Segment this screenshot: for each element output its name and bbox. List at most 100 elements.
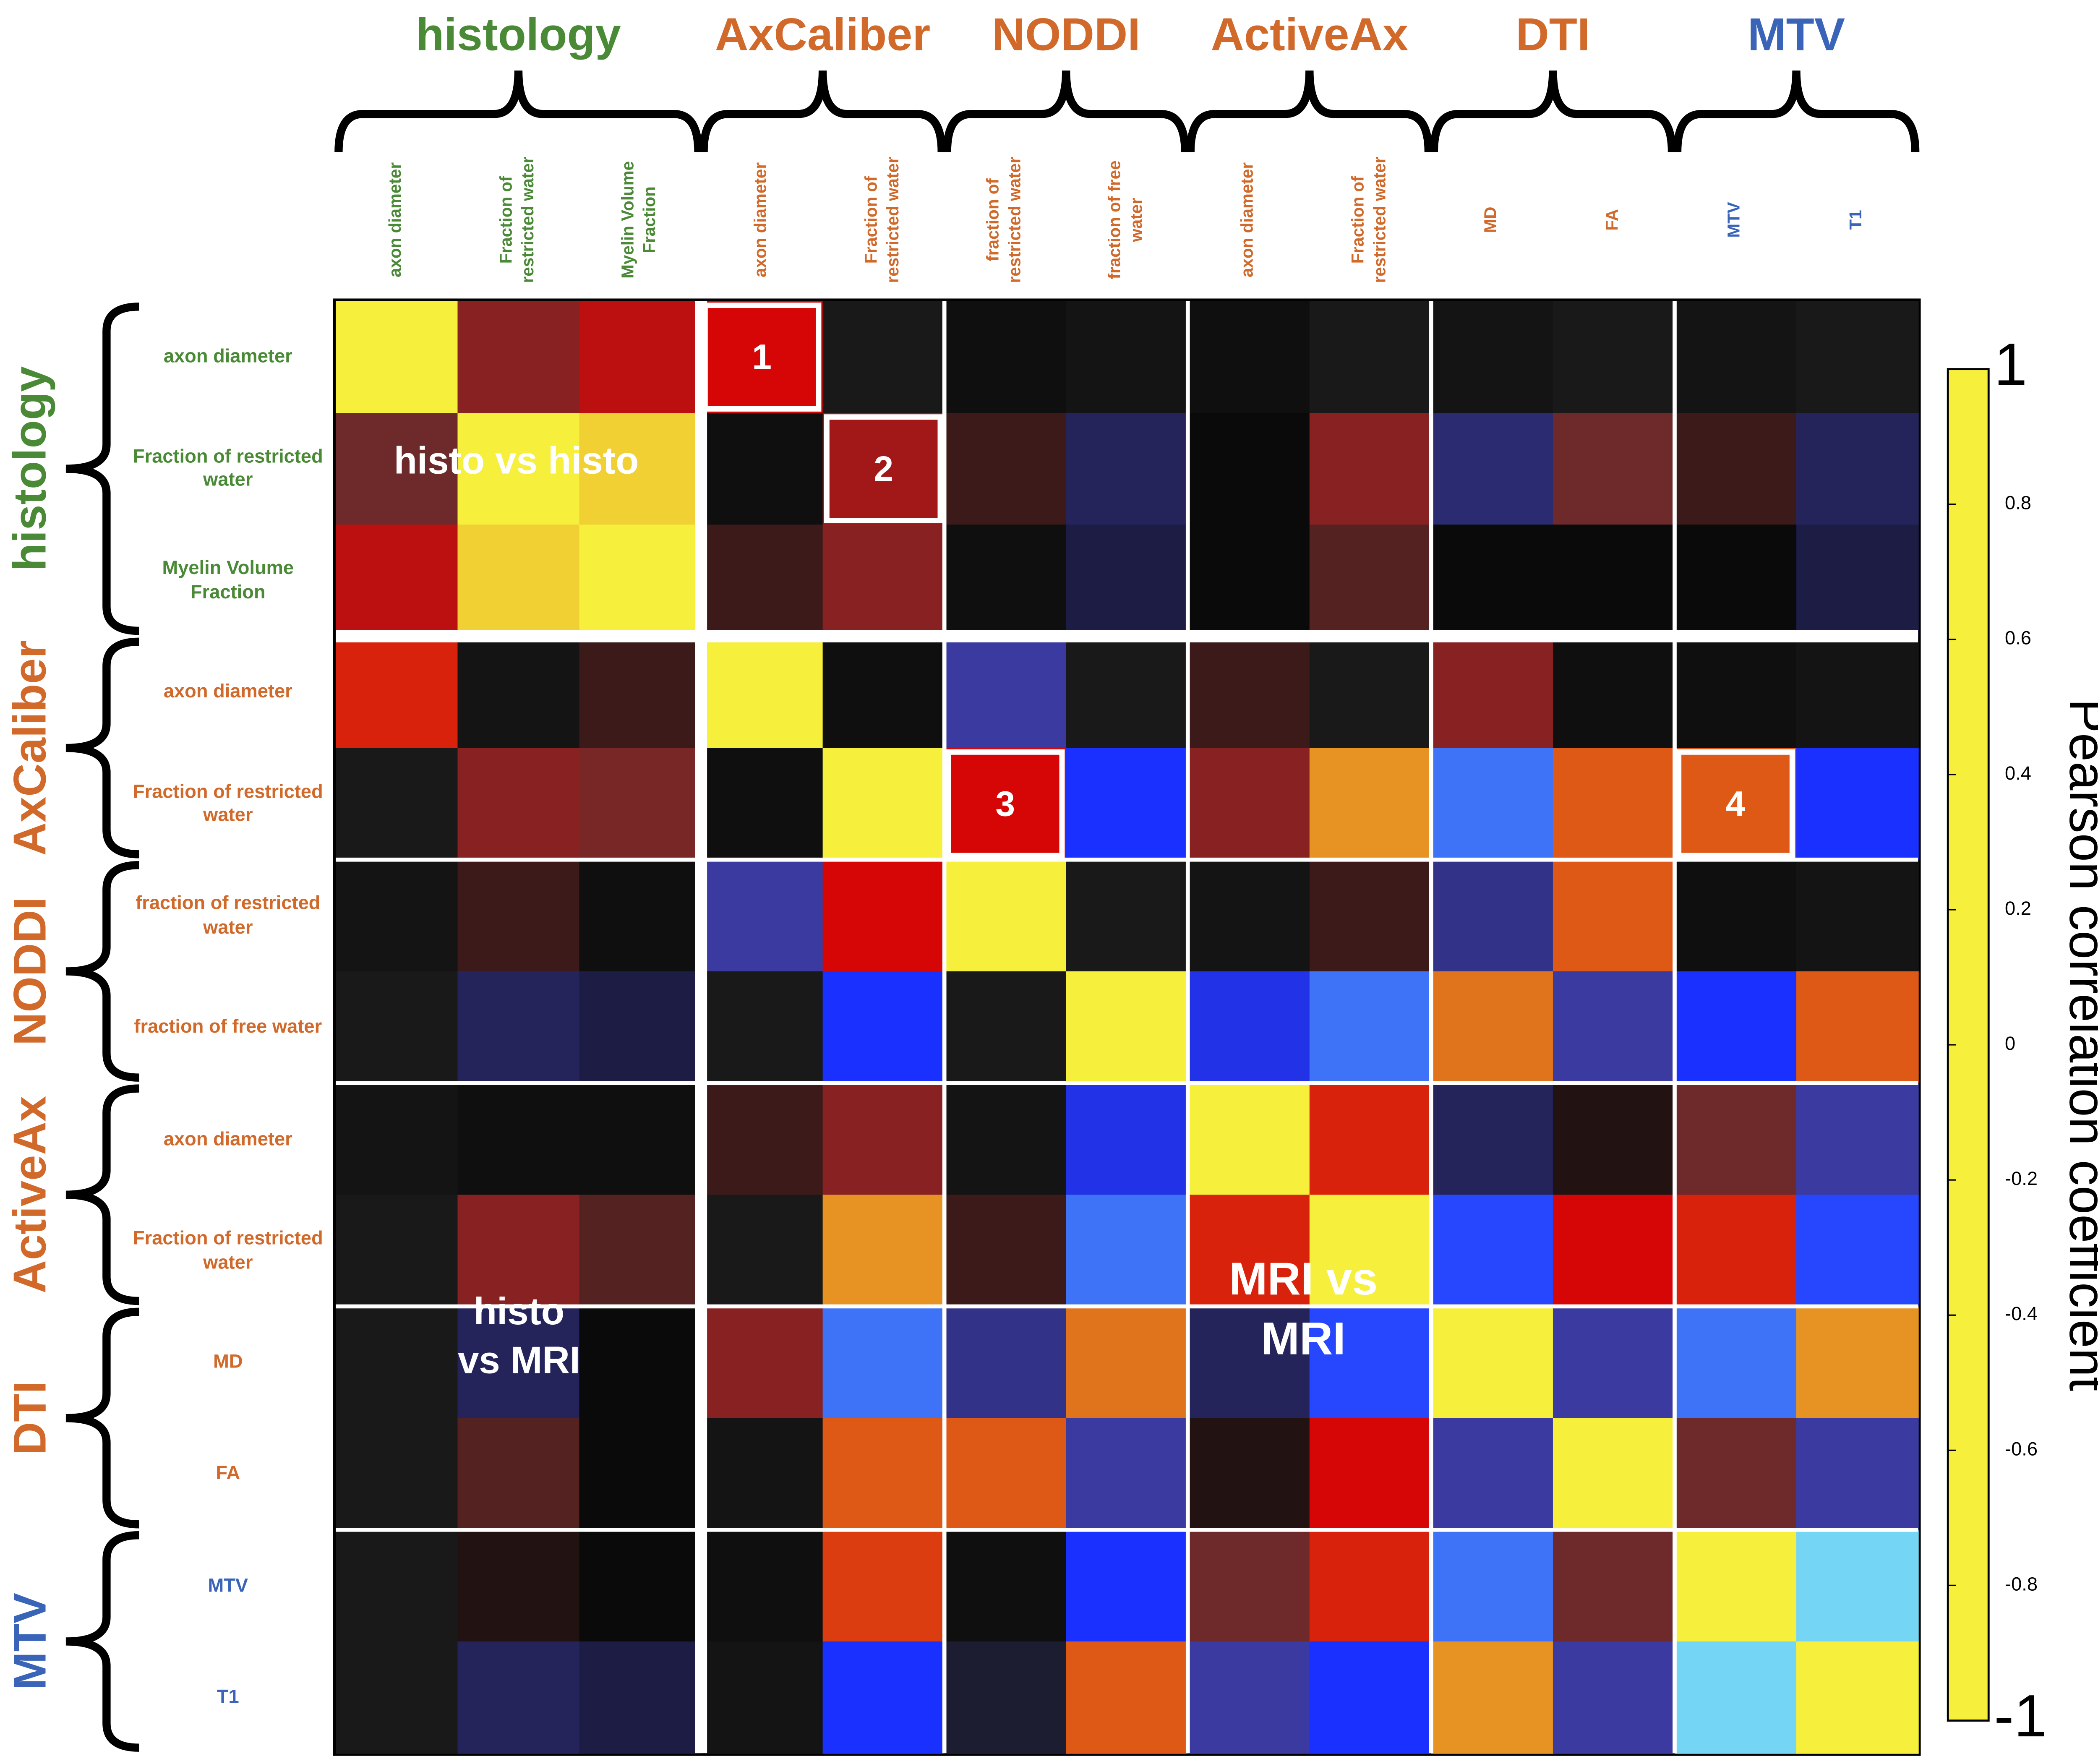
cell — [822, 1641, 945, 1754]
cell — [579, 1418, 702, 1531]
column-label: Fraction of restricted water — [497, 157, 538, 283]
cell — [822, 1529, 945, 1642]
column-label-box: axon diameter — [1238, 162, 1257, 277]
cell — [1674, 859, 1797, 972]
group-title: NODDI — [4, 897, 55, 1046]
column-label-box: axon diameter — [751, 162, 770, 277]
cell — [701, 413, 824, 525]
brace — [1430, 70, 1676, 152]
cell — [1187, 1083, 1310, 1195]
cell — [701, 859, 824, 972]
cell — [1796, 1083, 1919, 1195]
colorbar-tick-label: -0.4 — [2005, 1303, 2038, 1324]
cell — [336, 748, 459, 861]
cell — [336, 859, 459, 972]
cell — [457, 636, 580, 749]
cell — [1066, 413, 1189, 525]
annotation-box: histo vs histo — [394, 439, 639, 481]
cell — [944, 1306, 1067, 1419]
row-label: axon diameter — [163, 1127, 292, 1149]
cell — [1674, 1195, 1797, 1307]
row-label: MD — [213, 1350, 243, 1372]
brace — [943, 70, 1190, 152]
row-label-box: MTV — [208, 1574, 248, 1596]
column-label-box: Fraction of restricted water — [497, 157, 538, 283]
cell — [1431, 1306, 1554, 1419]
cell — [1553, 971, 1675, 1084]
row-label: fraction of restricted water — [136, 892, 321, 937]
cell — [1309, 859, 1432, 972]
row-label-box: axon diameter — [163, 1127, 292, 1149]
cell — [457, 1306, 580, 1419]
cell — [579, 1083, 702, 1195]
colorbar-tick-label: 0 — [2005, 1033, 2015, 1054]
cell — [1431, 525, 1554, 637]
cell — [701, 301, 824, 414]
row-label-box: axon diameter — [164, 345, 292, 367]
cell — [1553, 859, 1675, 972]
cell — [1796, 636, 1919, 749]
row-label-box: Fraction of restricted water — [133, 1226, 323, 1273]
column-label-box: fraction of free water — [1106, 160, 1146, 279]
cell — [579, 1306, 702, 1419]
cell — [944, 971, 1067, 1084]
group-title: histology — [4, 366, 55, 571]
cell — [1553, 525, 1675, 637]
cell — [1066, 301, 1189, 414]
row-label: fraction of free water — [134, 1015, 322, 1037]
brace — [65, 1531, 139, 1752]
cell — [579, 1529, 702, 1642]
cell — [1187, 1641, 1310, 1754]
column-label-group: axon diameter — [751, 162, 770, 277]
group-title: ActiveAx — [1211, 9, 1409, 60]
cell — [944, 1529, 1067, 1642]
column-label-group: fraction of free water — [1106, 160, 1146, 279]
column-label-group: Fraction of restricted water — [1349, 157, 1389, 283]
column-label-box: MD — [1482, 206, 1500, 233]
cell — [1309, 1083, 1432, 1195]
cell — [1066, 1529, 1189, 1642]
row-label: Myelin Volume Fraction — [162, 556, 294, 603]
highlight-box — [1676, 749, 1795, 859]
cell — [457, 1529, 580, 1642]
cell — [1796, 971, 1919, 1084]
column-label: FA — [1603, 209, 1622, 231]
column-label: T1 — [1846, 210, 1866, 230]
cell — [1796, 748, 1919, 861]
cell — [579, 301, 702, 414]
cell — [1796, 1641, 1919, 1754]
row-label: Fraction of restricted water — [133, 780, 323, 826]
column-label-group: T1 — [1846, 210, 1866, 230]
cell — [579, 525, 702, 637]
column-label-box: fraction of restricted water — [984, 157, 1024, 283]
group-title: DTI — [4, 1381, 55, 1455]
cell — [579, 1195, 702, 1307]
column-label-group: MTV — [1725, 202, 1744, 237]
cell — [579, 859, 702, 972]
cell — [701, 971, 824, 1084]
colorbar-tick-label: -1 — [1994, 1683, 2047, 1749]
cell — [1674, 971, 1797, 1084]
cell — [336, 301, 459, 414]
cell — [1309, 748, 1432, 861]
row-label: Fraction of restricted water — [133, 1226, 323, 1273]
column-label: fraction of free water — [1106, 160, 1146, 279]
colorbar-tick-label: 0.6 — [2005, 627, 2031, 649]
cell — [822, 1083, 945, 1195]
cell — [1066, 748, 1189, 861]
cell — [336, 1083, 459, 1195]
cell — [1553, 1418, 1675, 1531]
column-label: axon diameter — [751, 162, 770, 277]
cell — [701, 1418, 824, 1531]
row-label-box: fraction of restricted water — [136, 892, 321, 937]
row-label-box: T1 — [217, 1686, 239, 1707]
cell — [1066, 525, 1189, 637]
row-label: FA — [216, 1462, 240, 1484]
brace — [1186, 70, 1433, 152]
cell — [1431, 971, 1554, 1084]
cell — [1674, 413, 1797, 525]
cell — [1066, 1306, 1189, 1419]
colorbar-tick-label: 0.2 — [2005, 898, 2031, 919]
highlight-label: 3 — [995, 784, 1015, 823]
cell — [1796, 301, 1919, 414]
